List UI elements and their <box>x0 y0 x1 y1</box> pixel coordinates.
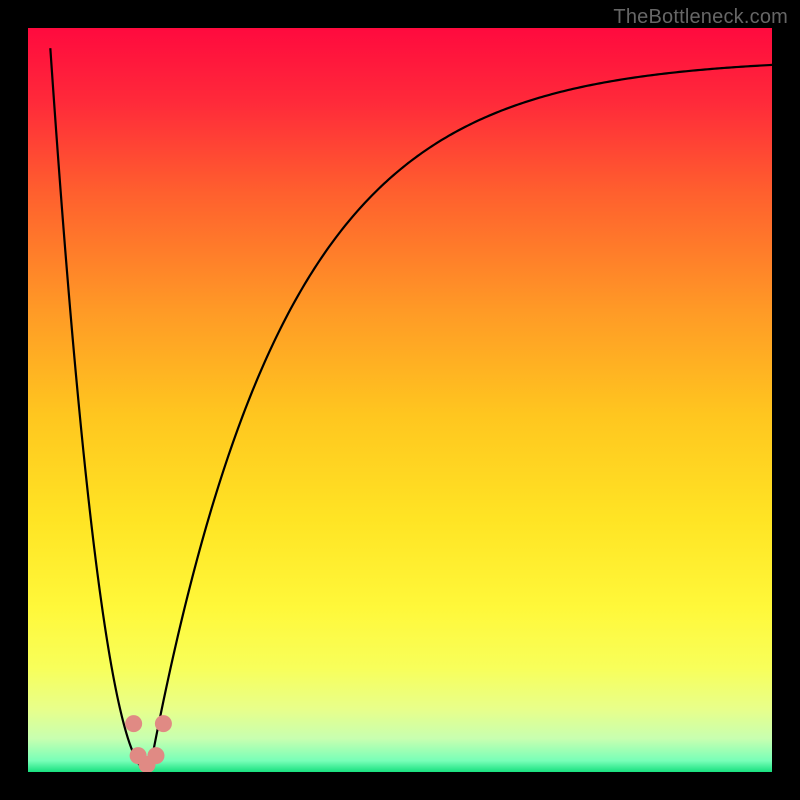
curve-marker <box>155 715 172 732</box>
curve-marker <box>147 747 164 764</box>
curve-marker <box>125 715 142 732</box>
chart-background <box>28 28 772 772</box>
bottleneck-chart <box>0 0 800 800</box>
watermark-text: TheBottleneck.com <box>613 6 788 29</box>
